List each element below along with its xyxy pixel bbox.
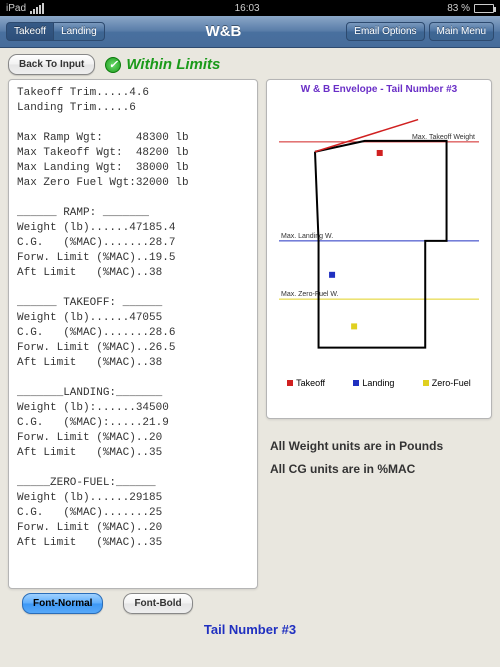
nav-title: W&B	[105, 23, 343, 40]
legend-takeoff: Takeoff	[296, 378, 325, 388]
font-bold-button[interactable]: Font-Bold	[123, 593, 192, 614]
tail-number-footer: Tail Number #3	[8, 622, 492, 637]
check-icon: ✓	[105, 57, 121, 73]
units-weight: All Weight units are in Pounds	[270, 435, 492, 458]
units-cg: All CG units are in %MAC	[270, 458, 492, 481]
units-note: All Weight units are in Pounds All CG un…	[266, 435, 492, 481]
device-label: iPad	[6, 3, 26, 14]
legend-landing: Landing	[362, 378, 394, 388]
svg-text:Max. Zero-Fuel W.: Max. Zero-Fuel W.	[281, 291, 339, 298]
status-indicator: ✓ Within Limits	[105, 56, 220, 73]
battery-icon	[474, 4, 494, 13]
battery-pct: 83 %	[447, 3, 470, 14]
seg-landing[interactable]: Landing	[53, 22, 105, 41]
wb-report-text: Takeoff Trim.....4.6 Landing Trim.....6 …	[8, 79, 258, 589]
nav-bar: Takeoff Landing W&B Email Options Main M…	[0, 16, 500, 48]
signal-icon	[30, 3, 44, 14]
svg-text:Max. Landing W.: Max. Landing W.	[281, 233, 333, 240]
clock: 16:03	[235, 3, 260, 14]
envelope-svg: Max. Takeoff Weight Max. Landing W. Max. Z…	[273, 95, 485, 373]
chart-title: W & B Envelope - Tail Number #3	[273, 84, 485, 95]
email-options-button[interactable]: Email Options	[346, 22, 424, 41]
status-text: Within Limits	[126, 56, 220, 73]
font-normal-button[interactable]: Font-Normal	[22, 593, 103, 614]
seg-takeoff[interactable]: Takeoff	[6, 22, 53, 41]
envelope-chart: W & B Envelope - Tail Number #3 Max. Tak…	[266, 79, 492, 419]
svg-text:Max. Takeoff Weight: Max. Takeoff Weight	[412, 134, 475, 141]
status-bar: iPad 16:03 83 %	[0, 0, 500, 16]
chart-legend: Takeoff Landing Zero-Fuel	[273, 378, 485, 388]
main-menu-button[interactable]: Main Menu	[429, 22, 494, 41]
mode-segmented-control[interactable]: Takeoff Landing	[6, 22, 105, 41]
legend-zerofuel: Zero-Fuel	[432, 378, 471, 388]
back-to-input-button[interactable]: Back To Input	[8, 54, 95, 75]
